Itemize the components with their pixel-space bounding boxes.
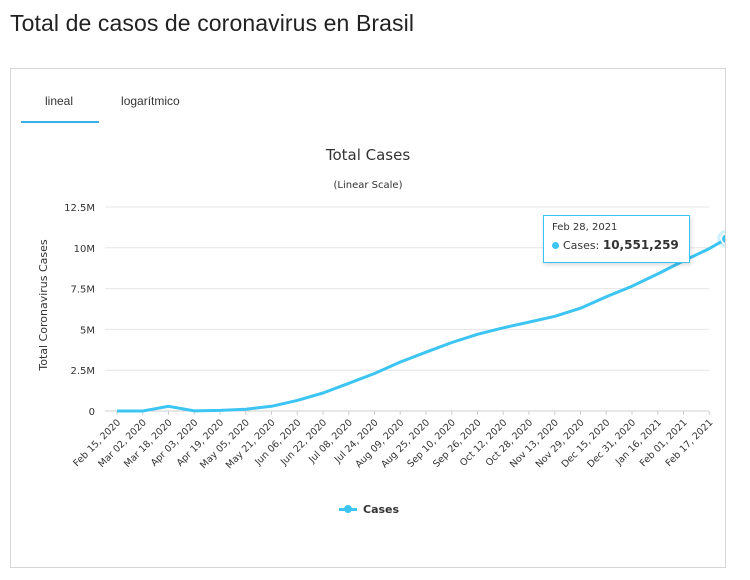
active-tab-indicator xyxy=(21,121,99,123)
legend-swatch xyxy=(339,505,357,513)
chart-tooltip: Feb 28, 2021 Cases: 10,551,259 xyxy=(543,215,690,263)
legend-label-cases: Cases xyxy=(363,503,400,516)
chart-subtitle: (Linear Scale) xyxy=(334,180,403,191)
chart-card: lineal logarítmico Total Cases (Linear S… xyxy=(10,68,726,568)
y-tick-label: 7.5M xyxy=(70,285,95,296)
series-layer xyxy=(117,229,725,413)
chart-title: Total Cases xyxy=(325,146,411,164)
chart-svg: Total Cases (Linear Scale) Total Coronav… xyxy=(37,146,725,471)
y-tick-label: 10M xyxy=(74,244,95,255)
tooltip-series-dot xyxy=(552,242,559,249)
highlight-point[interactable] xyxy=(720,233,725,245)
chart-legend[interactable]: Cases xyxy=(339,503,399,516)
tooltip-row: Cases: 10,551,259 xyxy=(552,238,681,252)
y-tick-label: 5M xyxy=(80,325,95,336)
tooltip-date: Feb 28, 2021 xyxy=(552,222,618,233)
tab-lineal[interactable]: lineal xyxy=(45,94,74,108)
scale-tabs: lineal logarítmico xyxy=(21,87,204,123)
y-tick-label: 2.5M xyxy=(70,366,95,377)
tooltip-series-name: Cases xyxy=(563,239,596,252)
y-tick-labels: 0 2.5M 5M 7.5M 10M 12.5M xyxy=(64,203,95,418)
tab-logaritmico[interactable]: logarítmico xyxy=(121,94,180,108)
y-tick-label: 12.5M xyxy=(64,203,95,214)
series-line-cases xyxy=(117,237,725,413)
page-title: Total de casos de coronavirus en Brasil xyxy=(10,10,415,36)
tooltip-value: 10,551,259 xyxy=(602,238,679,252)
y-tick-label: 0 xyxy=(89,407,95,418)
y-axis-label: Total Coronavirus Cases xyxy=(37,239,50,372)
